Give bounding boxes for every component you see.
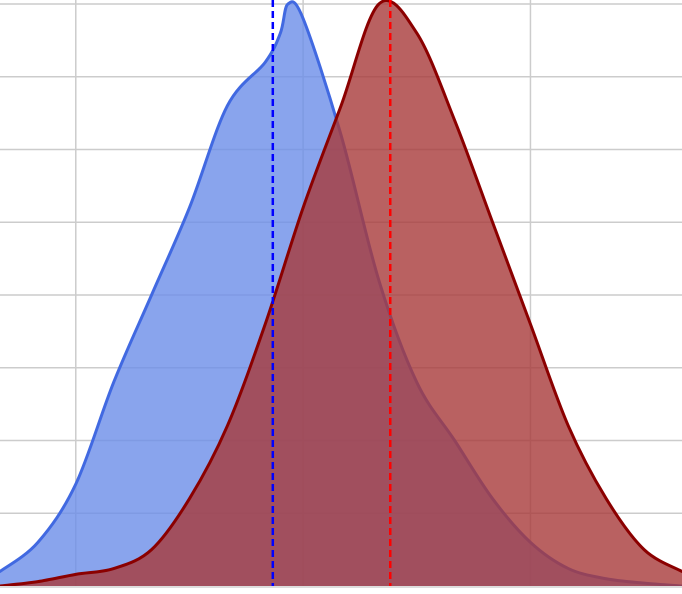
density-chart — [0, 0, 682, 588]
mean-lines-layer — [0, 0, 682, 588]
series-layer — [0, 0, 682, 588]
chart-container — [0, 0, 682, 588]
density-area-1 — [0, 0, 682, 586]
density-line-1 — [0, 0, 682, 588]
